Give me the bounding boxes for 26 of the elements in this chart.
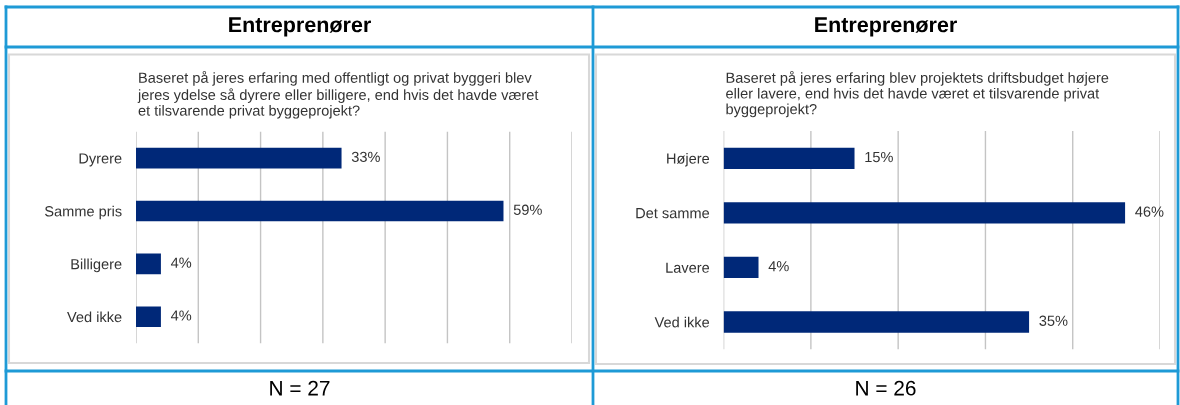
chart-subtitle: Baseret på jeres erfaring blev projektets driftsbudget højere eller lavere, end hvis det havde været et tilsvarende privat byggeprojekt? [726, 71, 1109, 118]
data-label: 33% [351, 151, 380, 163]
y-tick-label: Dyrere [79, 153, 122, 167]
y-tick-label: Billigere [71, 258, 122, 273]
data-label: 35% [1039, 315, 1068, 326]
text: N = 26 [856, 380, 916, 396]
text: N = 27 [270, 380, 330, 396]
y-tick-label: Samme pris [44, 205, 122, 220]
chart-title: Entreprenører [815, 17, 957, 37]
bar [723, 311, 1030, 333]
bar [723, 147, 855, 169]
y-tick-label: Højere [667, 153, 710, 167]
data-label: 4% [170, 257, 192, 268]
y-tick-label: Ved ikke [67, 311, 122, 323]
data-label: 46% [1135, 206, 1164, 217]
y-tick-label: Lavere [666, 262, 710, 273]
y-tick-label: Ved ikke [654, 316, 710, 328]
y-tick-label: Det samme [636, 208, 710, 219]
chart-title: Entreprenører [229, 17, 371, 37]
data-label: 4% [170, 310, 192, 321]
bar [723, 256, 759, 279]
chart-subtitle: Baseret på jeres erfaring med offentligt og privat byggeri blev jeres ydelse så dyrere eller billigere, end hvis det havde været et tilsvarende privat byggeprojekt? [137, 71, 539, 119]
bar [723, 202, 1126, 224]
data-label: 15% [865, 151, 893, 163]
data-label: 4% [768, 261, 789, 272]
data-label: 59% [513, 204, 542, 215]
